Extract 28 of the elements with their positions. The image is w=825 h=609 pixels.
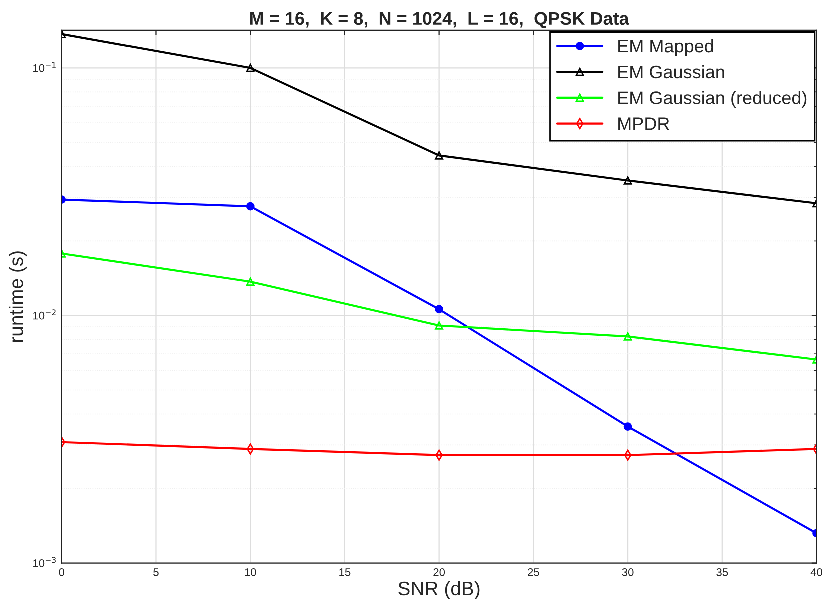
- x-tick-label: 0: [59, 568, 65, 576]
- point: [246, 202, 255, 211]
- point: [246, 64, 255, 72]
- x-tick-label: 10: [245, 568, 256, 576]
- y-axis-title: runtime (s): [9, 252, 28, 342]
- x-tick-label: 30: [622, 568, 634, 576]
- x-tick-label: 20: [434, 568, 446, 576]
- y-tick-label: 10$^{−1}$: [34, 62, 56, 72]
- x-tick-label: 15: [340, 568, 351, 576]
- legend-label: MPDR: [618, 118, 670, 130]
- chart-title: M = 16, K = 8, N = 1024, L = 16, QPSK Data: [250, 12, 630, 28]
- point: [435, 152, 444, 160]
- point: [435, 322, 444, 330]
- y-tick-label: 10$^{−2}$: [34, 310, 56, 320]
- x-tick-label: 25: [528, 568, 540, 576]
- point: [624, 422, 632, 431]
- legend-label: EM Mapped: [618, 39, 714, 56]
- x-tick-label: 40: [810, 568, 822, 576]
- x-tick-label: 35: [716, 568, 728, 576]
- legend-label: EM Gaussian (reduced): [618, 91, 807, 108]
- x-tick-label: 5: [154, 568, 159, 576]
- y-tick-label: 10$^{−3}$: [34, 557, 56, 568]
- point: [246, 278, 255, 286]
- legend-label: EM Gaussian: [618, 65, 724, 79]
- x-axis-title: SNR (dB): [398, 581, 480, 600]
- point: [624, 176, 632, 185]
- point: [624, 332, 632, 341]
- point: [435, 305, 444, 314]
